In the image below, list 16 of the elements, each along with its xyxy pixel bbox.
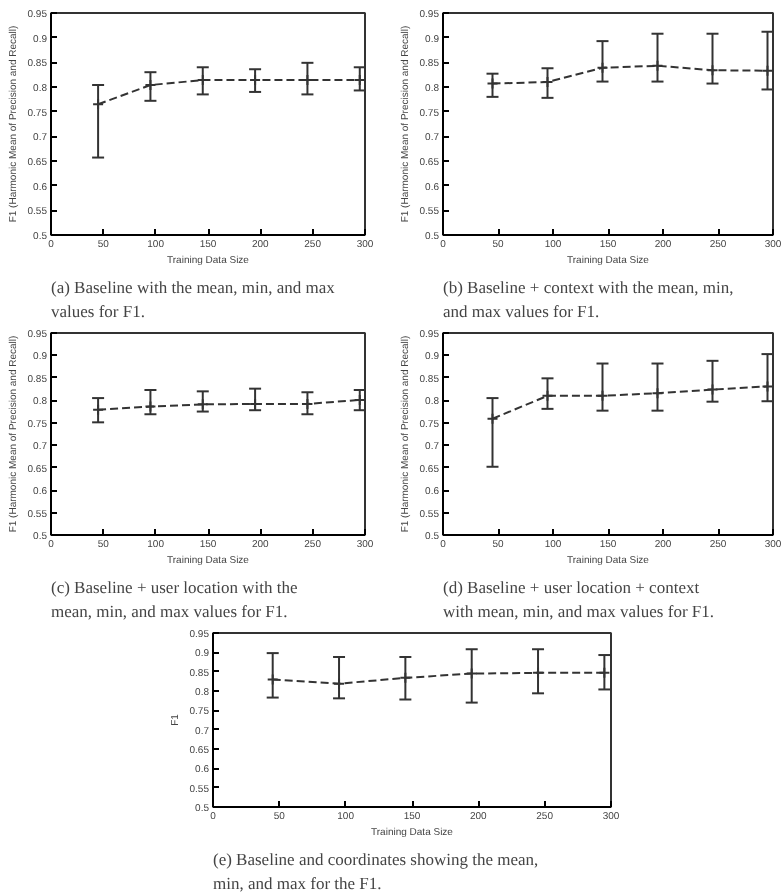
point xyxy=(706,383,719,396)
text: (c) Baseline + user location with the mean, min, and max values for F1. xyxy=(51,577,299,621)
text: (b) Baseline + context with the mean, min, and max values for F1. xyxy=(443,277,734,321)
point xyxy=(486,77,499,90)
text: (a) Baseline with the mean, min, and max values for F1. xyxy=(51,277,337,321)
point xyxy=(596,61,609,74)
point xyxy=(651,387,664,400)
point xyxy=(596,389,609,402)
text: (d) Baseline + user location + context with mean, min, and max values for F1. xyxy=(443,577,715,621)
point xyxy=(651,59,664,72)
point xyxy=(761,64,773,77)
point xyxy=(761,380,773,393)
point xyxy=(541,389,554,402)
point xyxy=(486,412,499,425)
point xyxy=(706,64,719,77)
text: (e) Baseline and coordinates showing the mean, min, and max for the F1. xyxy=(213,849,539,892)
